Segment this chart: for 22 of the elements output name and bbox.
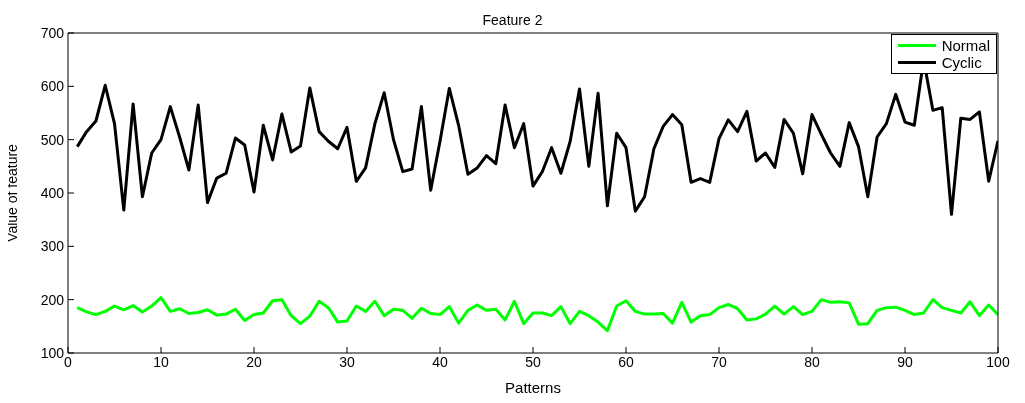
x-axis-title: Patterns — [505, 379, 561, 396]
y-tick-label: 600 — [40, 78, 65, 95]
line-series — [75, 296, 998, 333]
x-tick-label: 10 — [153, 353, 169, 370]
x-tick-label: 20 — [246, 353, 262, 370]
y-tick-label: 300 — [40, 238, 65, 255]
y-tick-label: 400 — [40, 184, 65, 201]
x-tick-label: 30 — [339, 353, 355, 370]
x-tick-label: 100 — [986, 353, 1010, 370]
x-tick-label: 60 — [618, 353, 634, 370]
legend-label: Normal — [941, 37, 990, 54]
x-tick-label: 0 — [64, 353, 73, 370]
x-tick-label: 50 — [525, 353, 541, 370]
y-tick-label: 700 — [40, 24, 65, 41]
x-tick-label: 90 — [897, 353, 913, 370]
chart-title: Feature 2 — [482, 12, 543, 28]
x-tick-label: 80 — [804, 353, 820, 370]
x-tick-label: 70 — [711, 353, 727, 370]
y-tick-label: 500 — [40, 131, 65, 148]
x-tick-label: 40 — [432, 353, 448, 370]
legend-label: Cyclic — [941, 54, 982, 71]
y-tick-label: 200 — [40, 291, 65, 308]
